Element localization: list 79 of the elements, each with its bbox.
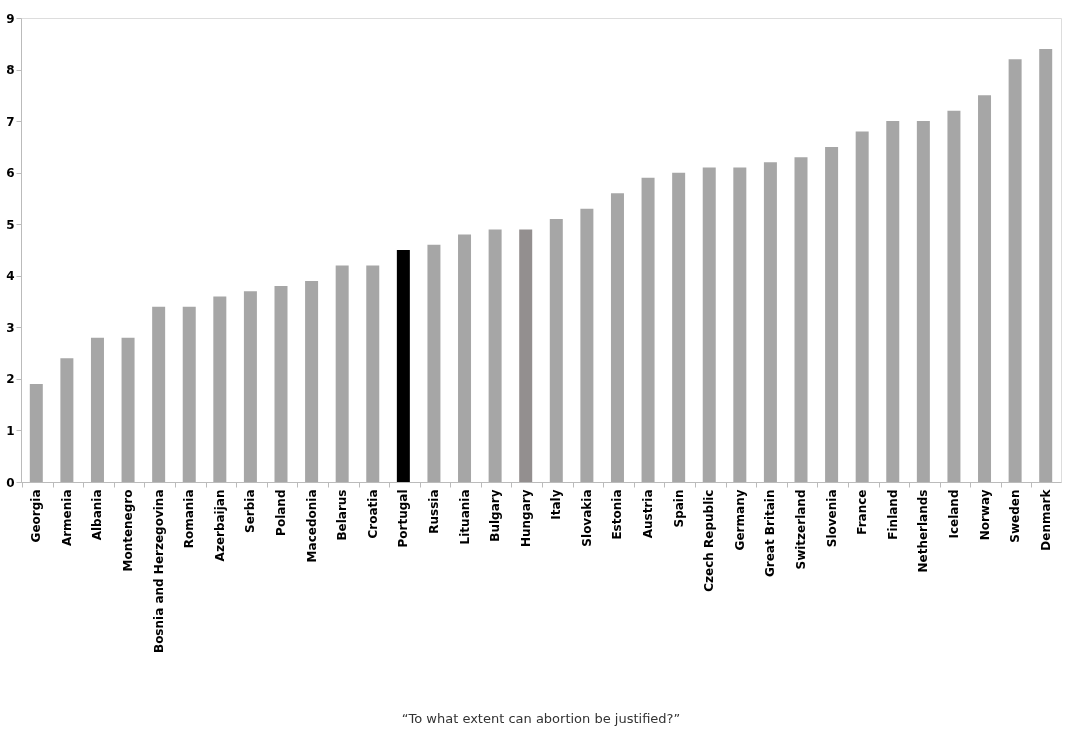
x-tick-label: Spain <box>671 489 686 528</box>
y-tick-label: 9 <box>6 11 15 26</box>
x-tick-label: Sweden <box>1008 489 1023 543</box>
y-tick-label: 7 <box>6 114 15 129</box>
bar <box>305 280 319 482</box>
bar <box>152 306 166 482</box>
x-tick-label: Hungary <box>518 489 533 548</box>
y-tick-label: 1 <box>6 423 15 438</box>
x-tick-label: Switzerland <box>794 489 808 570</box>
y-tick-label: 6 <box>6 166 15 181</box>
bar <box>580 208 594 482</box>
bar <box>243 291 257 482</box>
x-tick-label: Iceland <box>946 489 961 539</box>
y-tick-label: 4 <box>6 269 15 284</box>
x-tick-label: Netherlands <box>916 489 931 573</box>
bar <box>1039 48 1053 482</box>
x-tick-label: Serbia <box>243 489 258 533</box>
bar <box>60 358 74 482</box>
bar <box>947 110 961 482</box>
bar <box>29 384 43 482</box>
bar <box>610 193 624 482</box>
bar <box>458 234 472 482</box>
x-tick-label: Albania <box>90 489 105 541</box>
x-tick-label: Montenegro <box>121 489 136 572</box>
bar <box>855 131 869 482</box>
y-tick-label: 3 <box>6 320 15 335</box>
bar <box>825 146 839 482</box>
y-tick-label: 8 <box>6 63 15 78</box>
x-tick-label: Armenia <box>59 489 74 547</box>
bar <box>733 167 747 482</box>
bar <box>488 229 502 482</box>
bar <box>396 250 410 482</box>
x-tick-label: Czech Republic <box>702 489 717 592</box>
x-tick-label: Italy <box>549 489 564 520</box>
x-tick-label: Denmark <box>1038 488 1053 551</box>
x-tick-label: Romania <box>182 489 197 549</box>
bar <box>641 177 655 482</box>
x-tick-label: Bulgary <box>488 489 503 542</box>
bar <box>182 306 196 482</box>
bar <box>1008 59 1022 482</box>
bar <box>672 172 686 482</box>
x-tick-label: Norway <box>977 489 992 541</box>
x-tick-label: Germany <box>732 489 747 551</box>
x-tick-label: Azerbaijan <box>212 489 227 562</box>
x-tick-label: Georgia <box>29 489 44 543</box>
bar <box>121 337 135 482</box>
x-tick-label: Great Britain <box>763 489 778 578</box>
x-tick-label: Bosnia and Herzegovina <box>151 489 166 654</box>
bar <box>519 229 533 482</box>
bar <box>794 157 808 482</box>
bar <box>274 286 288 482</box>
x-tick-label: Slovakia <box>579 489 594 547</box>
y-tick-label: 5 <box>6 217 15 232</box>
x-tick-label: Lituania <box>457 489 472 545</box>
bar <box>702 167 716 482</box>
x-tick-label: Finland <box>885 489 900 540</box>
bar <box>427 244 441 482</box>
x-tick-label: Croatia <box>365 489 380 539</box>
bar <box>978 95 992 482</box>
x-tick-label: Portugal <box>396 489 411 548</box>
bar <box>366 265 380 482</box>
bar <box>886 121 900 482</box>
bar <box>335 265 349 482</box>
bar <box>763 162 777 482</box>
x-tick-label: Estonia <box>610 489 625 540</box>
x-tick-label: Austria <box>641 489 656 539</box>
y-tick-label: 0 <box>6 475 15 490</box>
x-tick-label: Russia <box>426 489 441 534</box>
text: “To what extent can abortion be justified?” <box>401 710 681 726</box>
bar <box>213 296 227 482</box>
x-tick-label: France <box>855 489 870 535</box>
x-tick-label: Belarus <box>335 489 350 541</box>
bar <box>90 337 104 482</box>
bar <box>916 121 930 482</box>
x-tick-label: Slovenia <box>824 489 839 548</box>
x-tick-label: Poland <box>274 489 288 536</box>
x-tick-label: Macedonia <box>304 489 319 563</box>
y-tick-label: 2 <box>6 372 15 387</box>
bar <box>549 219 563 482</box>
